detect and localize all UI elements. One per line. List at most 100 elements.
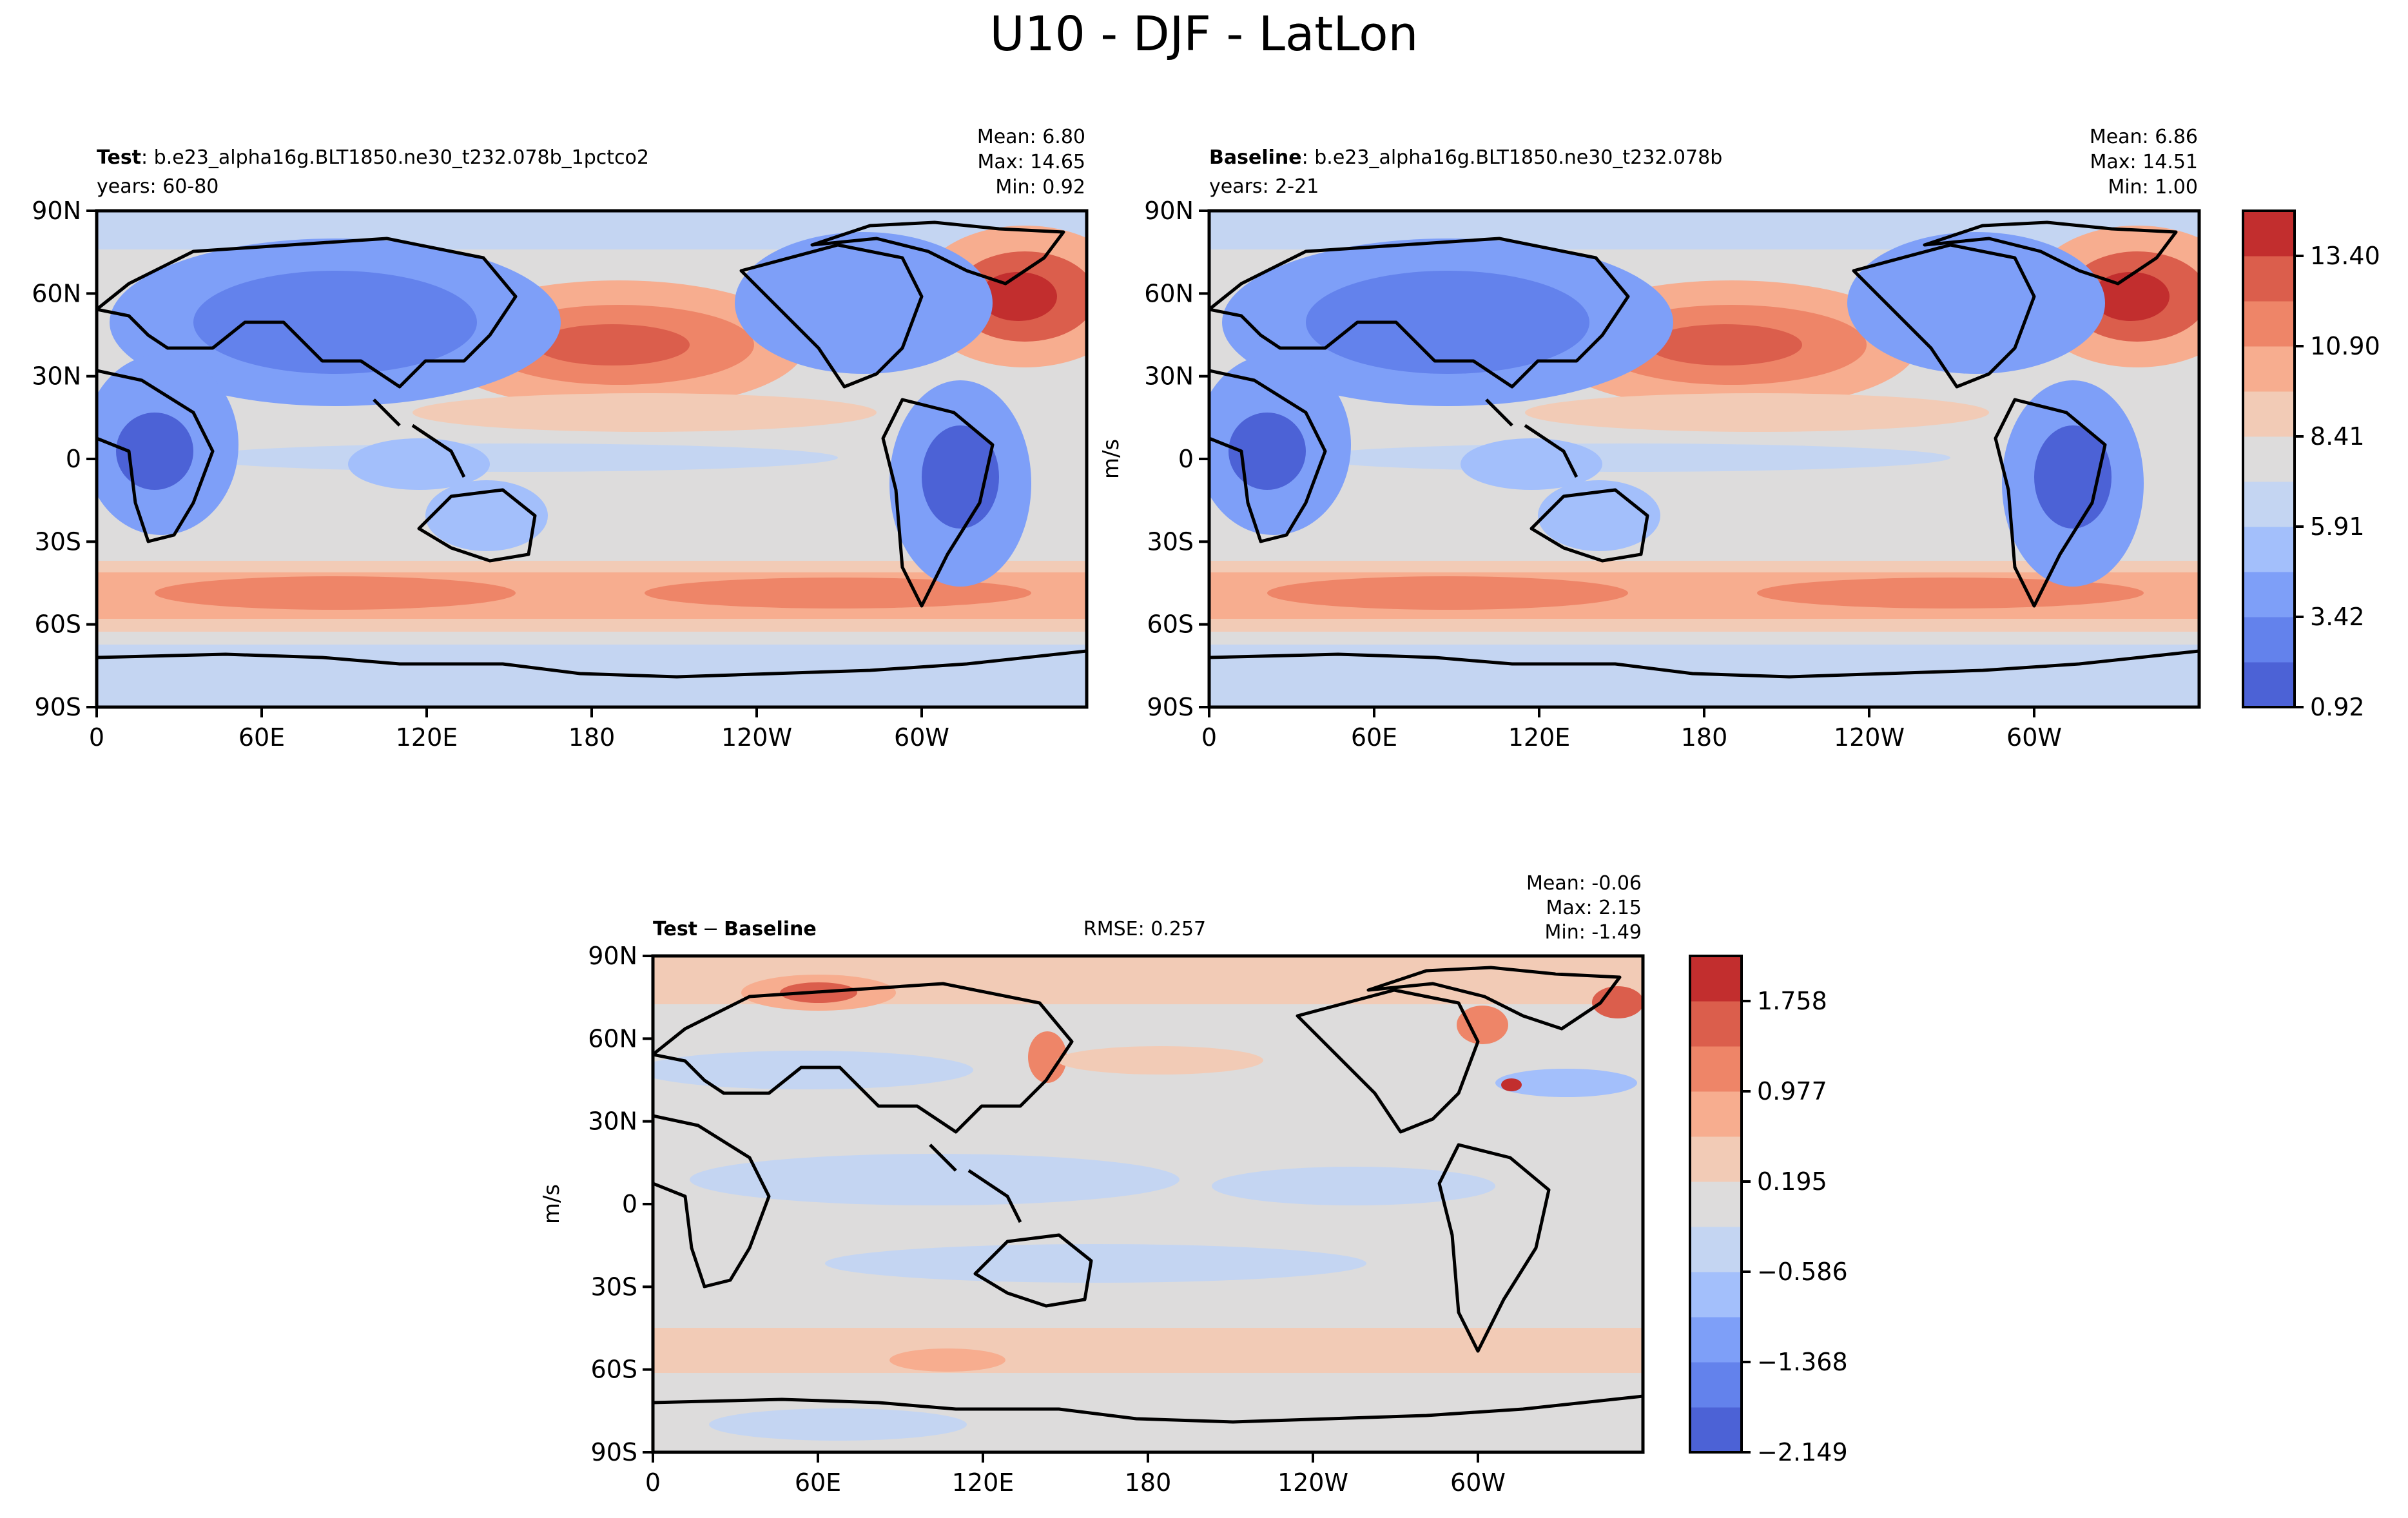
difference-label-test: Test (653, 918, 697, 940)
difference-x-tick-label: 0 (645, 1468, 661, 1497)
baseline-eurasia-core (1306, 271, 1589, 374)
baseline-maritime (1461, 438, 1602, 490)
difference-colorbar-level (1690, 1182, 1742, 1227)
difference-colorbar-level (1690, 1046, 1742, 1092)
baseline-colorbar-level (2243, 346, 2295, 392)
test-australia (425, 480, 548, 551)
test-north-america (735, 232, 993, 374)
baseline-ne-pacific-jet-core (1647, 324, 1802, 365)
difference-colorbar-level (1690, 1362, 1742, 1408)
baseline-x-tick-label: 120W (1834, 723, 1905, 752)
test-x-tick-label: 60W (894, 723, 949, 752)
difference-colorbar-label: 0.195 (1757, 1167, 1827, 1196)
difference-colorbar-level (1690, 1407, 1742, 1453)
difference-panel: Test − Baseline RMSE: 0.257 Mean: -0.06 Ma… (539, 872, 1848, 1497)
test-y-tick-label: 90N (32, 197, 81, 225)
difference-x-tick-label: 120E (952, 1468, 1015, 1497)
baseline-map-blobs (1209, 211, 2199, 707)
difference-colorbar-level (1690, 1136, 1742, 1182)
baseline-eq-band (1306, 443, 1950, 472)
difference-label-baseline: Baseline (724, 918, 817, 940)
test-y-tick-label: 60S (35, 610, 81, 639)
baseline-stat-mean: Mean: 6.86 (2090, 126, 2198, 148)
difference-x-tick-label: 60W (1450, 1468, 1506, 1497)
baseline-y-tick-label: 60N (1144, 279, 1194, 307)
baseline-colorbar-level (2243, 482, 2295, 527)
baseline-map-field (1209, 211, 2199, 707)
baseline-colorbar-label: 8.41 (2310, 422, 2365, 451)
test-panel-label: Test: b.e23_alpha16g.BLT1850.ne30_t232.0… (97, 146, 649, 169)
baseline-x-tick-label: 120E (1508, 723, 1571, 752)
difference-panel-label: Test − Baseline (653, 918, 817, 940)
baseline-stat-min: Min: 1.00 (2108, 176, 2198, 199)
baseline-colorbar-level (2243, 662, 2295, 708)
baseline-years: years: 2-21 (1209, 175, 1319, 198)
baseline-colorbar-label: 10.90 (2310, 332, 2380, 360)
baseline-colorbar-level (2243, 211, 2295, 257)
baseline-colorbar-level (2243, 301, 2295, 347)
difference-colorbar-level (1690, 1317, 1742, 1363)
baseline-colorbar: 13.40 10.90 8.41 5.91 3.42 0.92 (2242, 209, 2380, 721)
difference-x-tick-label: 120W (1277, 1468, 1348, 1497)
test-maritime (348, 438, 490, 490)
difference-trop-cool (690, 1154, 1180, 1205)
baseline-arctic-band (1209, 211, 2199, 249)
test-stat-max: Max: 14.65 (977, 151, 1085, 173)
difference-colorbar-level (1690, 956, 1742, 1002)
baseline-stat-max: Max: 14.51 (2090, 151, 2198, 173)
test-y-tick-label: 30N (32, 362, 81, 391)
baseline-colorbar-frame (2242, 209, 2296, 708)
difference-y-tick-label: 60S (591, 1356, 637, 1384)
test-southern-jet-core-2 (645, 578, 1031, 608)
difference-greenland-hotspot (1592, 986, 1643, 1018)
difference-colorbar-label: −1.368 (1757, 1348, 1848, 1376)
baseline-panel: Baseline: b.e23_alpha16g.BLT1850.ne30_t2… (1098, 126, 2380, 752)
test-ne-pacific-jet-core (535, 324, 690, 365)
difference-rmse: RMSE: 0.257 (1083, 918, 1206, 940)
baseline-x-tick-label: 0 (1201, 723, 1217, 752)
baseline-label-bold: Baseline (1209, 146, 1302, 169)
difference-x-tick-label: 180 (1125, 1468, 1172, 1497)
difference-eurasia-cool (653, 1051, 973, 1089)
test-y-tick-label: 30S (35, 527, 81, 556)
test-stat-min: Min: 0.92 (995, 176, 1085, 199)
test-y-tick-label: 60N (32, 279, 81, 307)
difference-gulf-hot (1501, 1078, 1522, 1091)
test-years: years: 60-80 (97, 175, 218, 198)
baseline-colorbar-label: 5.91 (2310, 512, 2365, 541)
test-stat-mean: Mean: 6.80 (977, 126, 1085, 148)
difference-x-tick-label: 60E (795, 1468, 841, 1497)
figure-title: U10 - DJF - LatLon (990, 6, 1419, 62)
difference-x-axis: 0 60E 120E 180 120W 60W (645, 1452, 1506, 1497)
baseline-y-tick-label: 30N (1144, 362, 1194, 391)
baseline-panel-label: Baseline: b.e23_alpha16g.BLT1850.ne30_t2… (1209, 146, 1722, 169)
test-y-axis: 90N 60N 30N 0 30S 60S 90S (32, 197, 97, 721)
baseline-colorbar-label: 3.42 (2310, 603, 2365, 631)
difference-trop-cool-2 (1212, 1167, 1495, 1205)
difference-colorbar: 1.758 0.977 0.195 −0.586 −1.368 −2.149 (1689, 955, 1848, 1466)
test-x-axis: 0 60E 120E 180 120W 60W (89, 707, 949, 752)
difference-colorbar-label: −2.149 (1757, 1438, 1848, 1466)
baseline-southern-jet-core-2 (1757, 578, 2144, 608)
difference-kamchatka-hotspot (1028, 1031, 1067, 1083)
baseline-x-tick-label: 60W (2006, 723, 2062, 752)
test-atlantic-jet-core (980, 272, 1057, 321)
test-x-tick-label: 120W (721, 723, 792, 752)
baseline-colorbar-label: 0.92 (2310, 693, 2365, 721)
difference-stat-mean: Mean: -0.06 (1526, 872, 1642, 895)
baseline-y-tick-label: 0 (1178, 445, 1194, 473)
test-arctic-band (97, 211, 1087, 249)
difference-colorbar-label: 0.977 (1757, 1077, 1827, 1105)
baseline-southern-jet-core (1267, 576, 1628, 610)
difference-colorbar-level (1690, 1001, 1742, 1047)
test-eq-band (193, 443, 838, 472)
test-trades-pacific (413, 393, 877, 432)
difference-ylabel: m/s (539, 1184, 565, 1224)
test-label-bold: Test (97, 146, 141, 169)
test-africa-core (116, 413, 193, 490)
test-label-rest: : b.e23_alpha16g.BLT1850.ne30_t232.078b_… (141, 146, 649, 169)
baseline-north-america (1847, 232, 2105, 374)
baseline-africa-core (1228, 413, 1306, 490)
difference-southern-warm (653, 1328, 1643, 1373)
